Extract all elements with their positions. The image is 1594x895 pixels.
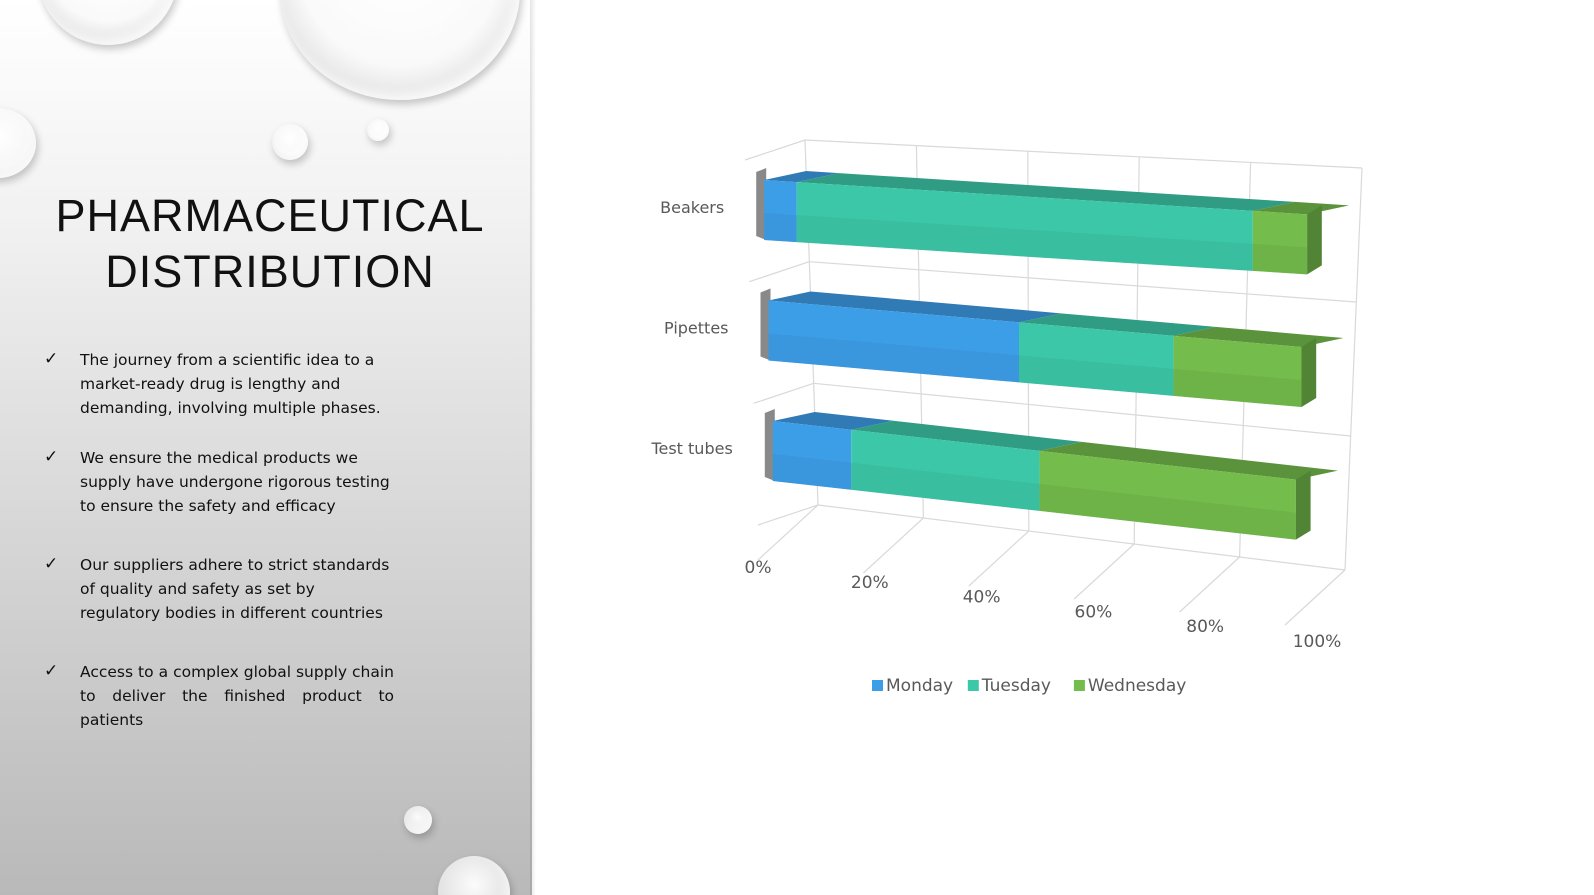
category-label: Pipettes: [664, 319, 728, 338]
bar-segment-shade: [851, 462, 1040, 511]
checkmark-icon: ✓: [44, 554, 59, 574]
bullet-text: Access to a complex global supply chain …: [80, 663, 394, 729]
x-tick-label: 80%: [1186, 617, 1224, 637]
slide-title: PHARMACEUTICAL DISTRIBUTION: [55, 190, 485, 297]
legend-label: Tuesday: [981, 676, 1051, 696]
bar-end-face: [1301, 338, 1317, 407]
bar-segment-shade: [764, 213, 797, 243]
bar-segment-top: [764, 171, 839, 183]
gridline: [1344, 167, 1363, 571]
x-tick-label: 20%: [851, 573, 889, 593]
bullet-item: ✓ We ensure the medical products we supp…: [44, 446, 394, 518]
stacked-bar-chart: Beakers Pipettes Test tubes 0% 20% 40% 60% 80% 1…: [650, 139, 1363, 696]
bar-segment-shade: [1039, 483, 1296, 540]
x-tick-label: 100%: [1293, 632, 1342, 652]
bar-segment-top: [796, 173, 1295, 211]
floor-gridline: [1179, 556, 1241, 613]
floor-gridline: [757, 504, 819, 561]
water-drop-decoration: [438, 856, 510, 895]
bar-segment-shade: [796, 215, 1253, 271]
bar-segment-shade: [1252, 243, 1308, 275]
bar-end-face: [1307, 205, 1322, 275]
bar-segment-top: [772, 411, 894, 430]
legend-swatch: [1073, 680, 1085, 691]
floor-gridline: [862, 517, 924, 574]
bar-shadow: [764, 408, 775, 481]
gridline: [817, 504, 1346, 571]
gridline: [809, 261, 1357, 303]
bar-segment-top: [851, 420, 1082, 451]
bullet-text: The journey from a scientific idea to a …: [80, 351, 381, 417]
chart-labels: Beakers Pipettes Test tubes 0% 20% 40% 60% 80% 1…: [650, 198, 1341, 652]
bar-segment-top: [1173, 326, 1344, 347]
legend-label: Monday: [886, 676, 953, 696]
water-drop-decoration: [280, 0, 520, 100]
checkmark-icon: ✓: [44, 349, 59, 369]
chart-bars: [756, 168, 1350, 540]
floor-gridline: [1284, 569, 1346, 626]
legend-swatch: [967, 680, 979, 691]
floor-gridline: [1073, 543, 1135, 600]
left-panel: PHARMACEUTICAL DISTRIBUTION ✓ The journe…: [0, 0, 532, 895]
gridline: [804, 139, 1363, 169]
bullet-text: Our suppliers adhere to strict standards…: [80, 556, 390, 622]
side-gridline: [744, 139, 806, 161]
bar-segment-top: [1019, 313, 1216, 336]
bar-segment-top: [1039, 441, 1338, 480]
x-tick-label: 40%: [963, 588, 1001, 608]
floor-gridline: [968, 530, 1030, 587]
water-drop-decoration: [404, 806, 432, 834]
legend-label: Wednesday: [1088, 676, 1186, 696]
water-drop-decoration: [367, 119, 389, 141]
bullet-item: ✓ Access to a complex global supply chai…: [44, 660, 394, 732]
water-drop-decoration: [272, 124, 308, 160]
checkmark-icon: ✓: [44, 447, 59, 467]
bar-end-face: [1295, 470, 1311, 540]
bar-shadow: [760, 288, 771, 361]
checkmark-icon: ✓: [44, 661, 59, 681]
side-gridline: [753, 382, 814, 404]
bullet-item: ✓ Our suppliers adhere to strict standar…: [44, 553, 394, 625]
bar-shadow: [756, 168, 767, 241]
side-gridline: [749, 261, 810, 283]
chart-legend: Monday Tuesday Wednesday: [872, 676, 1186, 696]
water-drop-decoration: [0, 108, 36, 178]
legend-swatch: [872, 680, 883, 691]
bar-segment-shade: [768, 333, 1020, 383]
gridline: [813, 382, 1351, 437]
x-tick-label: 60%: [1075, 602, 1113, 622]
bar-segment-top: [1252, 201, 1350, 215]
x-tick-label: 0%: [745, 558, 772, 578]
bar-segment-shade: [772, 453, 852, 490]
category-label: Beakers: [660, 198, 724, 217]
bar-segment-shade: [1173, 368, 1302, 407]
bar-segment-top: [768, 291, 1062, 323]
bullet-item: ✓ The journey from a scientific idea to …: [44, 348, 394, 420]
category-label: Test tubes: [650, 439, 732, 458]
side-gridline: [757, 504, 819, 526]
panel-edge-shadow: [530, 0, 536, 895]
water-drop-decoration: [38, 0, 178, 45]
bar-segment-shade: [1019, 355, 1174, 396]
bullet-text: We ensure the medical products we supply…: [80, 449, 390, 515]
